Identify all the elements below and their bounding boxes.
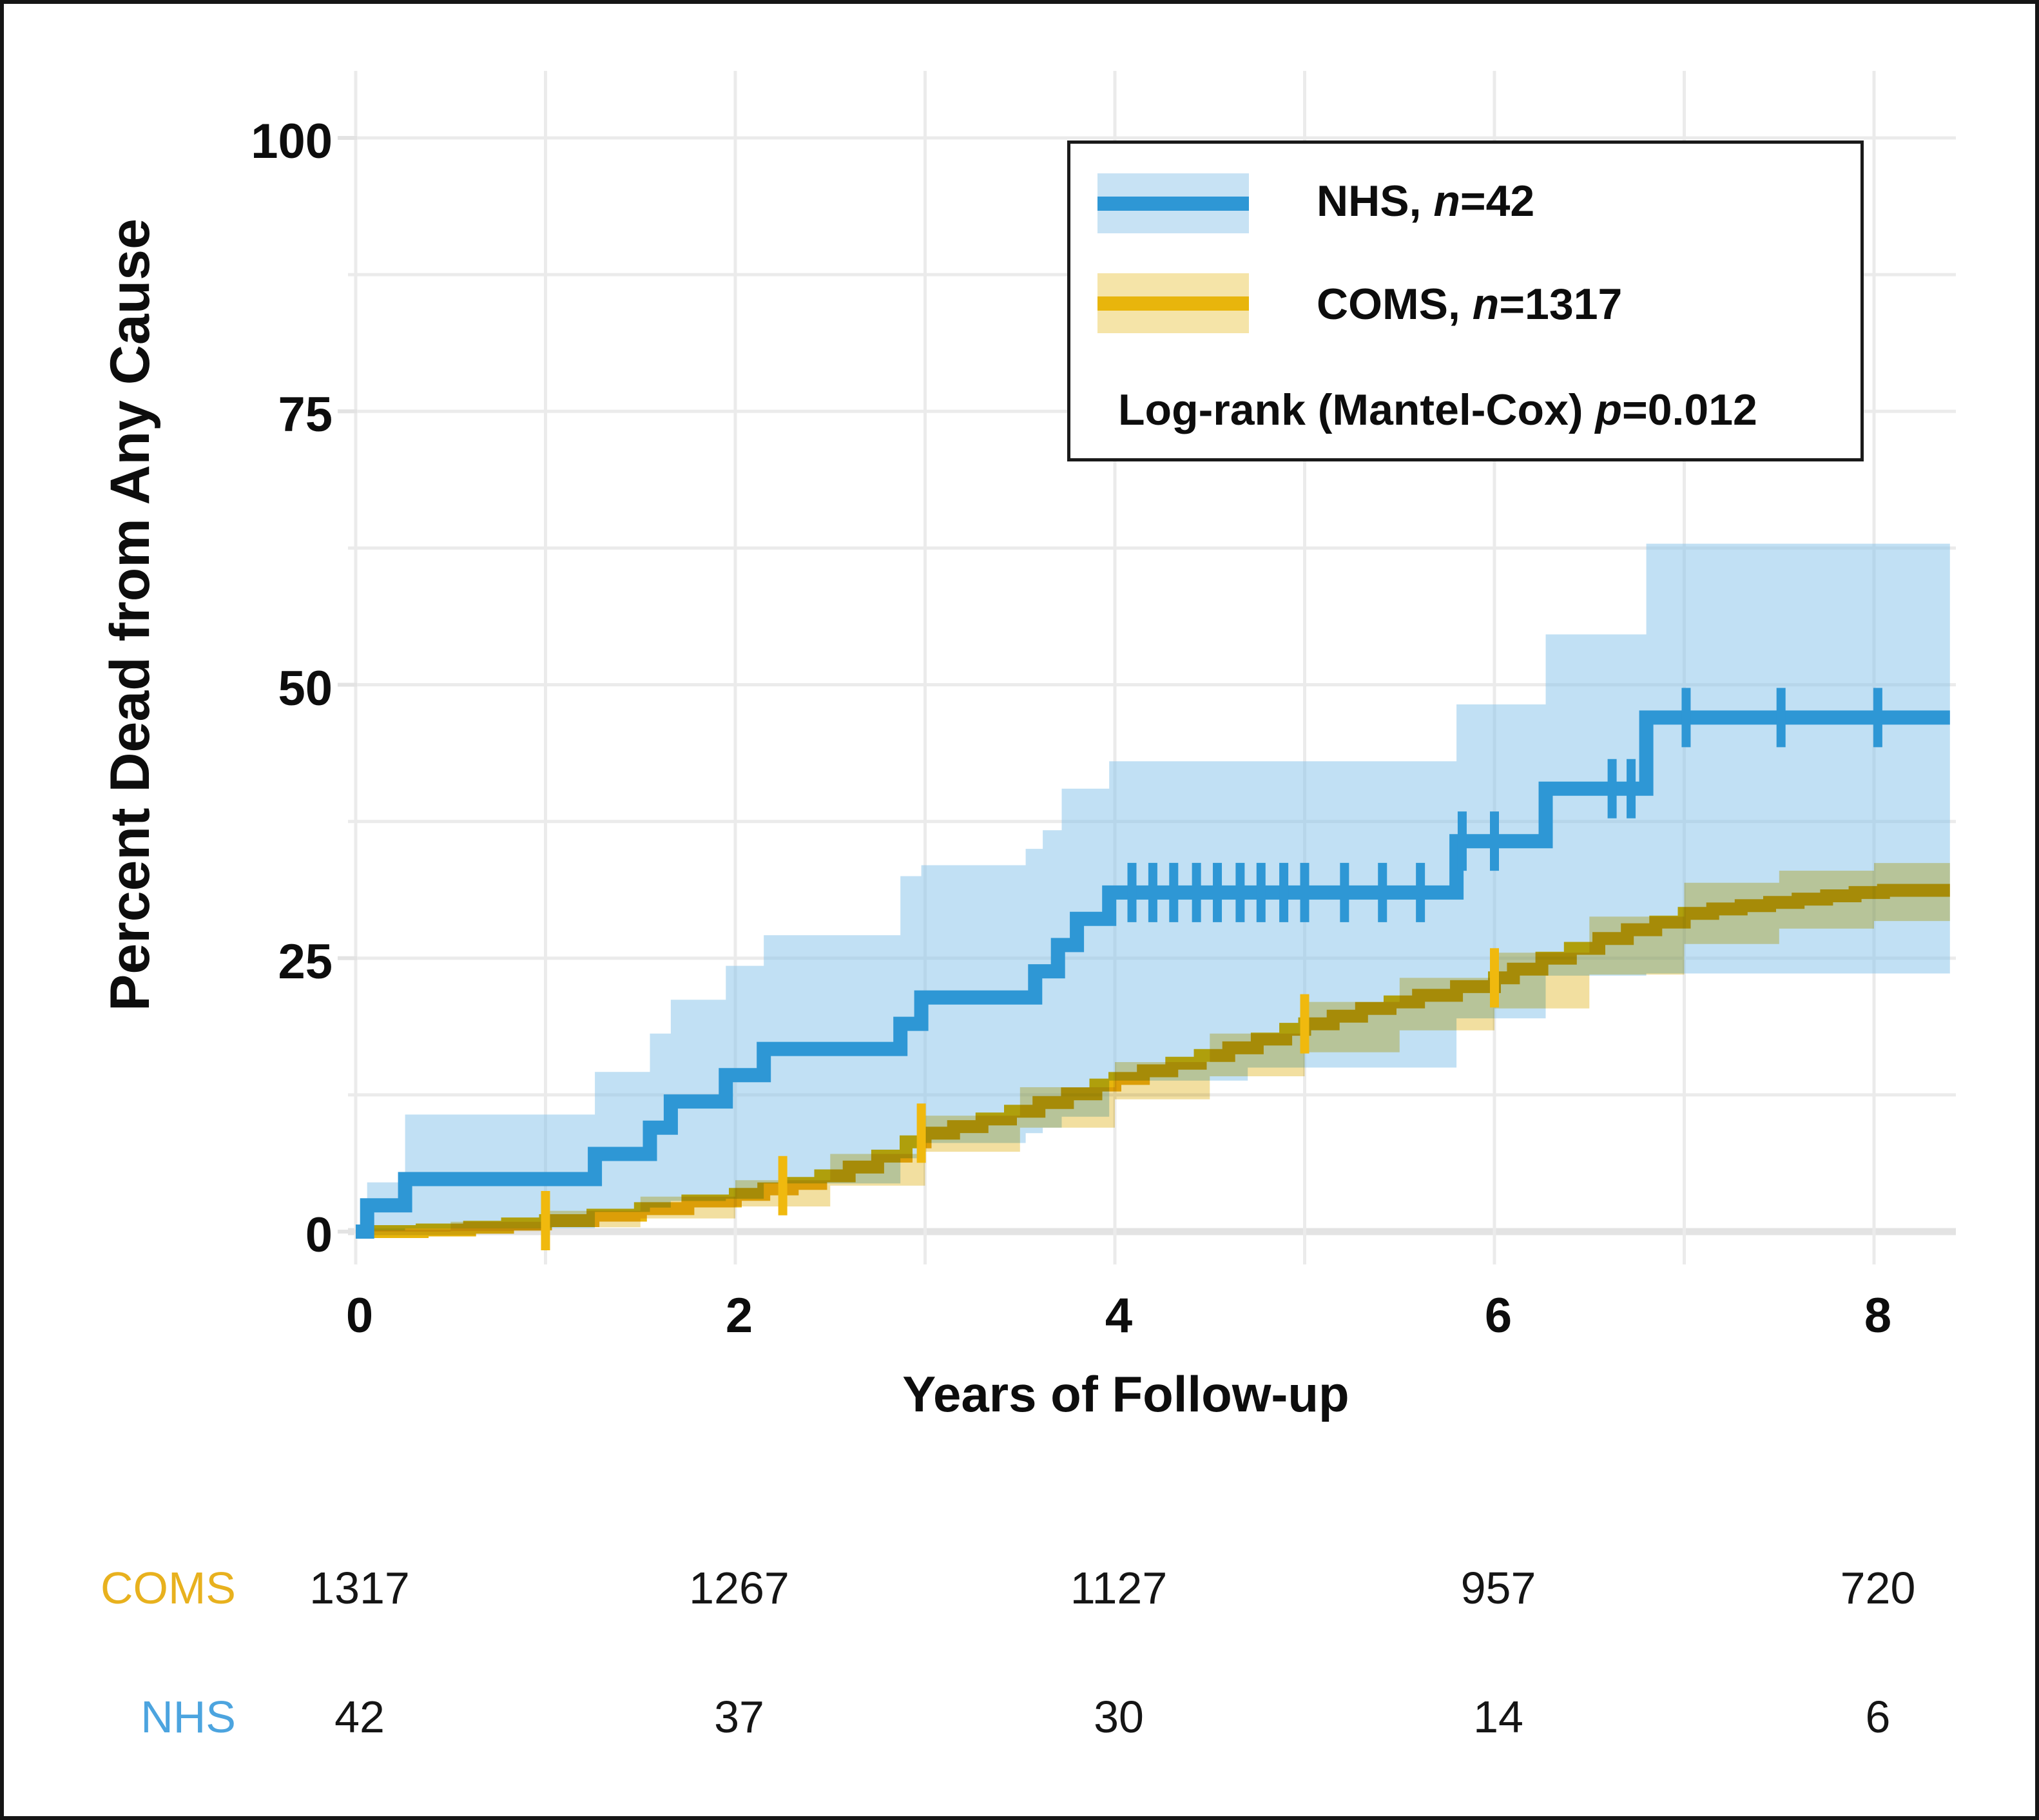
y-tick-label: 0 — [305, 1208, 333, 1263]
risk-count-coms: 1127 — [1070, 1563, 1168, 1613]
risk-count-nhs: 14 — [1473, 1692, 1523, 1742]
risk-row-label-coms: COMS — [101, 1563, 236, 1613]
logrank-pvalue: Log-rank (Mantel-Cox) p=0.012 — [1118, 385, 1757, 434]
x-tick-label: 0 — [345, 1288, 374, 1343]
y-tick-label: 75 — [278, 387, 333, 443]
x-tick-label: 2 — [725, 1288, 753, 1343]
x-tick-label: 4 — [1105, 1288, 1133, 1343]
y-tick-label: 100 — [251, 114, 333, 169]
risk-count-coms: 720 — [1840, 1563, 1916, 1613]
legend-swatch-nhs — [1097, 173, 1249, 233]
legend-box: NHS, n=42 COMS, n=1317 Log-rank (Mantel-… — [1067, 140, 1864, 461]
risk-count-nhs: 37 — [714, 1692, 764, 1742]
nhs-survival-curve — [356, 710, 1950, 1239]
risk-count-coms: 957 — [1460, 1563, 1536, 1613]
y-axis-title: Percent Dead from Any Cause — [99, 218, 161, 1011]
coms-survival-curve — [356, 884, 1950, 1238]
x-tick-label: 8 — [1864, 1288, 1892, 1343]
risk-count-coms: 1317 — [309, 1563, 410, 1613]
coms-line-sample — [1097, 296, 1249, 311]
legend-label-coms: COMS, n=1317 — [1317, 280, 1623, 329]
y-tick-label: 25 — [278, 934, 333, 989]
risk-count-nhs: 6 — [1865, 1692, 1891, 1742]
risk-count-nhs: 42 — [334, 1692, 385, 1742]
risk-count-coms: 1267 — [689, 1563, 789, 1613]
x-axis-title: Years of Follow-up — [902, 1366, 1349, 1422]
risk-count-nhs: 30 — [1094, 1692, 1144, 1742]
legend-swatch-coms — [1097, 273, 1249, 333]
legend-label-nhs: NHS, n=42 — [1317, 177, 1535, 226]
y-tick-label: 50 — [278, 661, 333, 716]
nhs-line-sample — [1097, 196, 1249, 211]
x-tick-label: 6 — [1484, 1288, 1512, 1343]
risk-row-label-nhs: NHS — [140, 1692, 236, 1742]
